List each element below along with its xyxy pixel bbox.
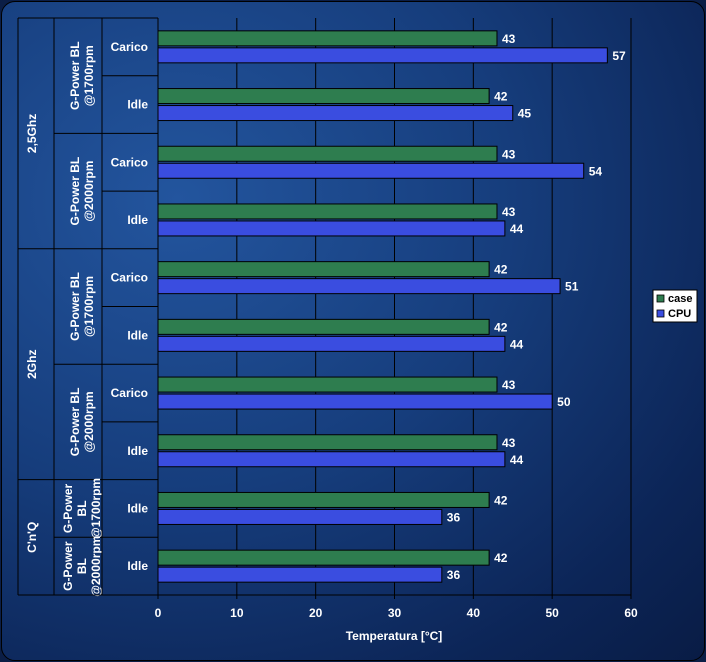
bar-cpu: [157, 508, 443, 525]
bar-cpu: [157, 105, 514, 122]
value-label-cpu: 45: [518, 107, 532, 121]
row-label: Idle: [127, 213, 148, 227]
bar-cpu: [157, 278, 561, 295]
row-label: Carico: [111, 155, 148, 169]
group-label: G-Power BL@1700rpm: [68, 272, 96, 341]
value-label-case: 42: [494, 90, 508, 104]
row-label: Idle: [127, 98, 148, 112]
group-label: G-Power BL@2000rpm: [68, 388, 96, 457]
x-tick-label: 50: [545, 606, 559, 620]
row-label: Idle: [127, 559, 148, 573]
value-label-case: 43: [502, 147, 516, 161]
supergroup-label: 2,5Ghz: [25, 114, 39, 153]
grid-lines: [236, 18, 632, 595]
bar-cpu: [157, 162, 585, 179]
group-label-line: @1700rpm: [82, 45, 96, 106]
row-label: Carico: [111, 386, 148, 400]
row-label: Idle: [127, 328, 148, 342]
group-label: G-PowerBL@1700rpm: [61, 478, 103, 539]
x-tick-label: 60: [624, 606, 638, 620]
supergroup-label: C'n'Q: [25, 522, 39, 553]
value-label-cpu: 44: [510, 453, 524, 467]
value-label-cpu: 36: [447, 510, 461, 524]
category-axis: Carico Idle Carico Idle Carico Idle Carico Idle…: [17, 17, 158, 597]
bar-case: [157, 145, 498, 162]
bars-layer: [157, 30, 608, 583]
bar-case: [157, 318, 490, 335]
supergroup-label: 2Ghz: [25, 350, 39, 379]
group-label: G-Power BL@1700rpm: [68, 41, 96, 110]
value-label-cpu: 44: [510, 337, 524, 351]
bar-cpu: [157, 393, 553, 410]
group-label-line: G-Power: [61, 483, 75, 533]
group-label-line: @1700rpm: [89, 478, 103, 539]
row-label: Idle: [127, 444, 148, 458]
value-label-cpu: 54: [589, 164, 603, 178]
bar-case: [157, 491, 490, 508]
group-label-line: @1700rpm: [82, 276, 96, 337]
value-label-cpu: 57: [612, 49, 626, 63]
group-label-line: @2000rpm: [82, 161, 96, 222]
value-label-cpu: 44: [510, 222, 524, 236]
group-label: G-Power BL@2000rpm: [68, 157, 96, 226]
group-label-line: @2000rpm: [82, 391, 96, 452]
value-label-case: 42: [494, 551, 508, 565]
row-label: Idle: [127, 501, 148, 515]
legend-swatch-case: [656, 294, 665, 303]
value-label-cpu: 50: [557, 395, 571, 409]
bar-case: [157, 376, 498, 393]
bar-cpu: [157, 451, 506, 468]
group-label-line: BL: [75, 558, 89, 574]
group-label-line: BL: [75, 500, 89, 516]
group-label-line: @2000rpm: [89, 536, 103, 597]
group-label: G-PowerBL@2000rpm: [61, 536, 103, 597]
bar-case: [157, 30, 498, 47]
group-label-line: G-Power: [61, 541, 75, 591]
legend-label-cpu: CPU: [668, 308, 691, 320]
row-label: Carico: [111, 271, 148, 285]
value-label-case: 43: [502, 205, 516, 219]
value-label-case: 42: [494, 263, 508, 277]
x-tick-label: 40: [467, 606, 481, 620]
legend: case CPU: [652, 289, 698, 323]
value-label-case: 42: [494, 493, 508, 507]
group-label-line: G-Power BL: [68, 41, 82, 110]
value-label-cpu: 36: [447, 568, 461, 582]
x-axis-title: Temperatura [°C]: [346, 629, 443, 643]
x-axis: 0 10 20 30 40 50 60: [155, 18, 638, 620]
bar-cpu: [157, 566, 443, 583]
legend-label-case: case: [668, 293, 692, 305]
legend-swatch-cpu: [656, 309, 665, 318]
value-label-case: 43: [502, 378, 516, 392]
group-label-line: G-Power BL: [68, 272, 82, 341]
value-label-case: 43: [502, 32, 516, 46]
row-label: Carico: [111, 40, 148, 54]
group-label-line: G-Power BL: [68, 388, 82, 457]
x-tick-label: 30: [388, 606, 402, 620]
bar-cpu: [157, 47, 608, 64]
x-tick-label: 20: [309, 606, 323, 620]
bar-case: [157, 261, 490, 278]
value-label-case: 42: [494, 320, 508, 334]
group-label-line: G-Power BL: [68, 157, 82, 226]
value-label-case: 43: [502, 436, 516, 450]
x-tick-label: 10: [230, 606, 244, 620]
bar-cpu: [157, 335, 506, 352]
value-label-cpu: 51: [565, 280, 579, 294]
bar-case: [157, 88, 490, 105]
bar-case: [157, 549, 490, 566]
bar-case: [157, 203, 498, 220]
bar-case: [157, 434, 498, 451]
bar-cpu: [157, 220, 506, 237]
x-tick-label: 0: [155, 606, 162, 620]
